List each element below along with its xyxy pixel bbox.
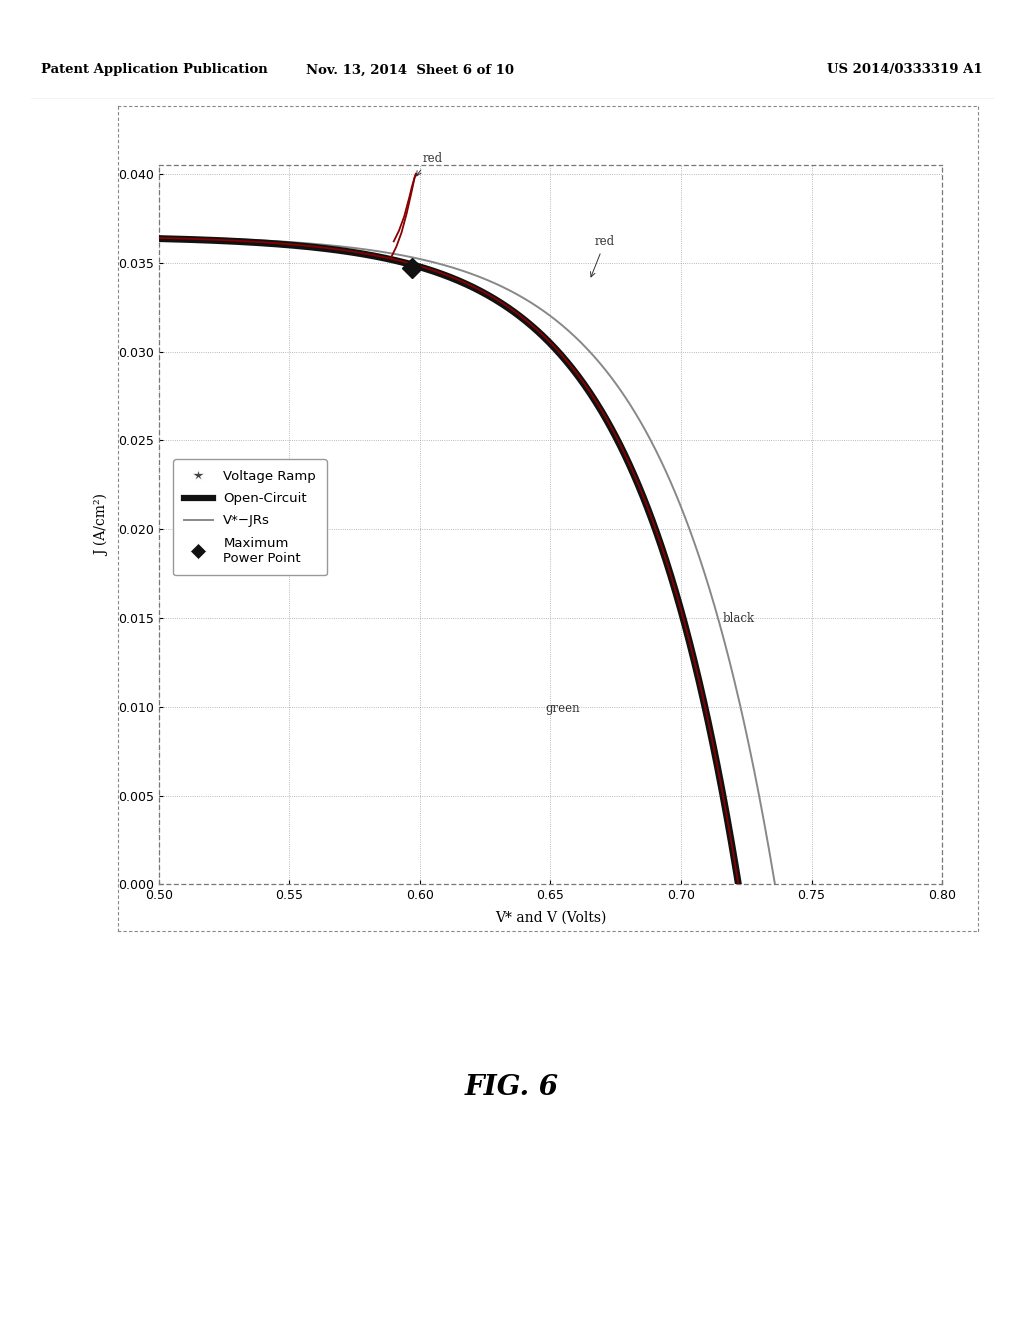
Text: black: black	[723, 611, 755, 624]
Text: US 2014/0333319 A1: US 2014/0333319 A1	[827, 63, 983, 77]
Text: red: red	[417, 152, 442, 176]
Legend: Voltage Ramp, Open-Circuit, V*−JRs, Maximum
Power Point: Voltage Ramp, Open-Circuit, V*−JRs, Maxi…	[173, 459, 327, 576]
Text: Nov. 13, 2014  Sheet 6 of 10: Nov. 13, 2014 Sheet 6 of 10	[305, 63, 514, 77]
Text: black: black	[217, 475, 250, 488]
X-axis label: V* and V (Volts): V* and V (Volts)	[495, 911, 606, 924]
Text: green: green	[545, 702, 580, 715]
Text: Patent Application Publication: Patent Application Publication	[41, 63, 267, 77]
Text: red: red	[591, 235, 615, 277]
Y-axis label: J (A/cm²): J (A/cm²)	[95, 494, 110, 556]
Text: FIG. 6: FIG. 6	[465, 1073, 559, 1101]
